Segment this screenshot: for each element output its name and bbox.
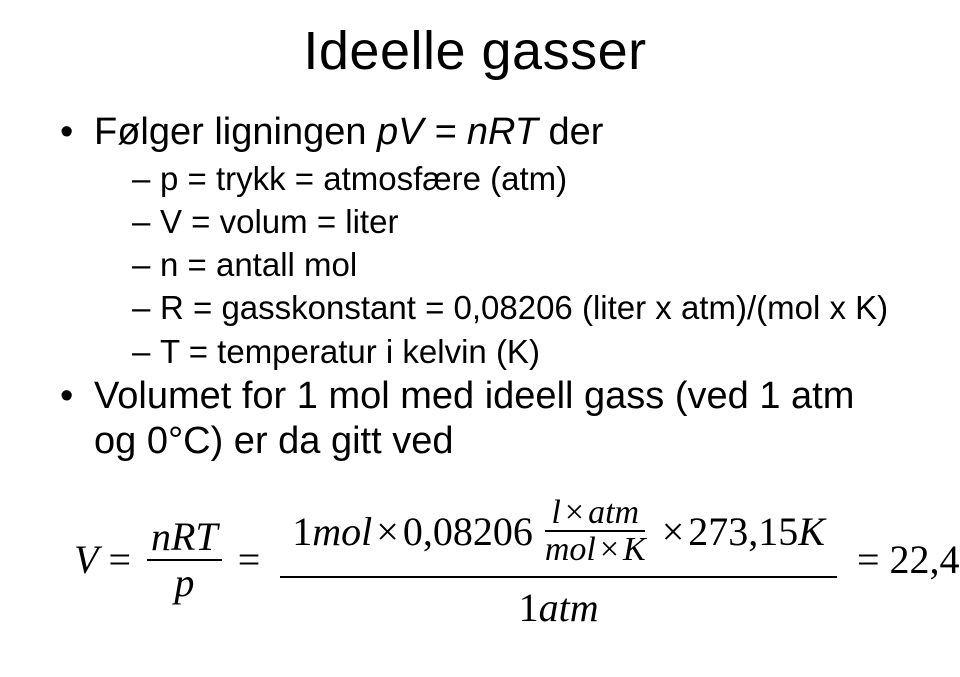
slide: Ideelle gasser Følger ligningen pV = nRT…	[0, 0, 960, 677]
big-fraction-denominator: 1atm	[509, 578, 609, 631]
times-icon: ×	[600, 531, 619, 568]
bullet-list: Følger ligningen pV = nRT der p = trykk …	[50, 110, 900, 465]
bullet-1: Følger ligningen pV = nRT der p = trykk …	[60, 110, 900, 372]
times-icon: ×	[662, 508, 685, 555]
formula-lhs: V	[74, 536, 98, 583]
sub-bullet-4: R = gasskonstant = 0,08206 (liter x atm)…	[132, 287, 900, 328]
unit-l: l	[551, 494, 560, 531]
times-icon: ×	[565, 494, 584, 531]
result-value: 22,414	[890, 536, 960, 583]
fraction-numerator: nRT	[147, 515, 222, 561]
denom-unit: atm	[539, 585, 599, 630]
t-value: 273,15	[688, 508, 798, 555]
equals-sign: =	[857, 536, 880, 583]
unit-k: K	[623, 531, 646, 568]
page-title: Ideelle gasser	[50, 20, 900, 82]
unit-mol: mol	[545, 531, 596, 568]
sub-bullet-list: p = trykk = atmosfære (atm) V = volum = …	[94, 158, 900, 372]
big-fraction: 1mol × 0,08206 l×atm mol×K × 273,15K 1at…	[280, 489, 837, 631]
bullet-1-suffix: der	[538, 111, 603, 153]
unit-atm: atm	[588, 494, 639, 531]
equals-sign: =	[108, 536, 131, 583]
unit-fraction-num: l×atm	[545, 495, 645, 533]
unit-fraction: l×atm mol×K	[539, 495, 652, 568]
fraction-denominator: p	[170, 561, 198, 605]
sub-bullet-5: T = temperatur i kelvin (K)	[132, 331, 900, 372]
fraction-nrt-over-p: nRT p	[147, 515, 222, 605]
mol-coeff: 1	[292, 508, 312, 555]
sub-bullet-2: V = volum = liter	[132, 201, 900, 242]
r-value: 0,08206	[403, 508, 533, 555]
bullet-2: Volumet for 1 mol med ideell gass (ved 1…	[60, 374, 900, 465]
t-unit: K	[798, 508, 825, 555]
mol-unit: mol	[312, 508, 372, 555]
sub-bullet-3: n = antall mol	[132, 244, 900, 285]
bullet-1-prefix: Følger ligningen	[94, 111, 377, 153]
sub-bullet-1: p = trykk = atmosfære (atm)	[132, 158, 900, 199]
equals-sign: =	[238, 536, 261, 583]
unit-fraction-den: mol×K	[539, 532, 652, 568]
bullet-1-equation: pV = nRT	[377, 111, 538, 153]
denom-value: 1	[519, 585, 539, 630]
times-icon: ×	[376, 508, 399, 555]
big-fraction-numerator: 1mol × 0,08206 l×atm mol×K × 273,15K	[280, 489, 837, 578]
formula: V = nRT p = 1mol × 0,08206 l×atm mol×K	[74, 489, 960, 631]
